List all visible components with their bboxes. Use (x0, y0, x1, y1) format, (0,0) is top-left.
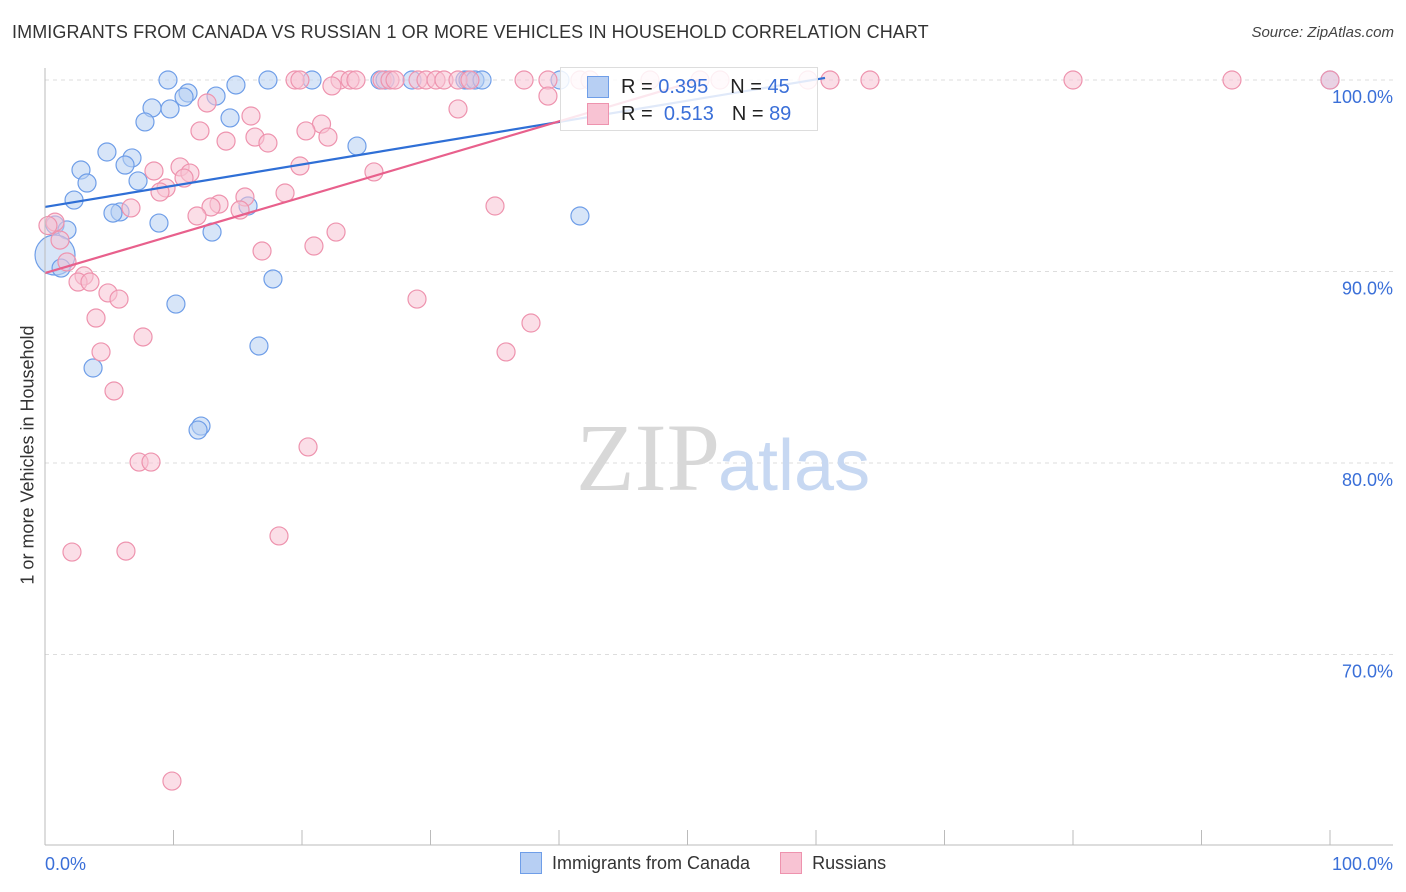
russians-point (485, 196, 505, 216)
canada-point (135, 112, 155, 132)
russians-point (322, 76, 342, 96)
russians-point (187, 206, 207, 226)
russians-legend-label: Russians (812, 852, 887, 873)
russians-point (57, 252, 77, 272)
russians-point (820, 70, 840, 90)
russians-point (269, 526, 289, 546)
canada-swatch (587, 76, 609, 98)
canada-point (103, 203, 123, 223)
russians-point (50, 230, 70, 250)
canada-point (188, 420, 208, 440)
russians-point (460, 70, 480, 90)
russians-point (133, 327, 153, 347)
r-value: 0.513 (663, 102, 714, 125)
russians-point (538, 86, 558, 106)
russians-point (190, 121, 210, 141)
canada-point (258, 70, 278, 90)
canada-point (166, 294, 186, 314)
russians-point (258, 133, 278, 153)
n-value: 45 (767, 75, 790, 98)
canada-point (174, 87, 194, 107)
y-tick-label: 100.0% (1332, 87, 1393, 107)
russians-point (304, 236, 324, 256)
russians-point (448, 99, 468, 119)
correlation-legend: R = 0.395 N = 45 R = 0.513 N = 89 (560, 67, 818, 131)
russians-legend-swatch (780, 852, 803, 874)
russians-point (538, 70, 558, 90)
canada-point (226, 75, 246, 95)
legend-row-canada: R = 0.395 N = 45 (587, 74, 790, 100)
russians-point (141, 452, 161, 472)
watermark-zip: ZIP (576, 404, 720, 511)
russians-point (38, 215, 58, 236)
russians-point (252, 241, 272, 261)
russians-point (318, 127, 338, 147)
russians-point (860, 70, 880, 90)
russians-swatch (587, 103, 609, 125)
russians-point (109, 289, 129, 309)
y-tick-label: 80.0% (1342, 470, 1393, 490)
russians-point (521, 313, 541, 333)
russians-point (1063, 70, 1083, 90)
canada-point (249, 336, 269, 356)
russians-point (216, 131, 236, 151)
n-label: N = (731, 102, 764, 125)
canada-point (160, 99, 180, 119)
y-tick-label: 90.0% (1342, 279, 1393, 299)
russians-point (86, 308, 106, 328)
canada-point (158, 70, 178, 90)
russians-point (91, 342, 111, 362)
russians-point (290, 70, 310, 90)
russians-point (496, 342, 516, 362)
watermark-atlas: atlas (718, 426, 870, 506)
russians-point (326, 222, 346, 242)
series-legend: Immigrants from Canada Russians (520, 852, 886, 874)
russians-point (407, 289, 427, 309)
russians-point (162, 771, 182, 791)
canada-point (263, 269, 283, 289)
russians-point (80, 272, 100, 292)
russians-point (385, 70, 405, 90)
y-tick-label: 70.0% (1342, 662, 1393, 682)
canada-point (570, 206, 590, 226)
russians-point (514, 70, 534, 90)
r-label: R = (621, 75, 653, 98)
russians-point (150, 182, 170, 202)
canada-point (83, 358, 103, 378)
russians-point (121, 198, 141, 218)
russians-point (298, 437, 318, 457)
r-label: R = (621, 102, 653, 125)
russians-point (62, 542, 82, 562)
legend-row-russians: R = 0.513 N = 89 (587, 101, 791, 127)
russians-point (144, 161, 164, 181)
russians-point (296, 121, 316, 141)
canada-point (128, 171, 148, 191)
canada-legend-label: Immigrants from Canada (552, 852, 751, 873)
canada-point (347, 136, 367, 156)
russians-point (1320, 70, 1340, 90)
source-label: Source: ZipAtlas.com (1251, 24, 1394, 41)
russians-point (104, 381, 124, 401)
n-value: 89 (769, 102, 792, 125)
russians-point (241, 106, 261, 126)
n-label: N = (730, 75, 762, 98)
x-tick-label-max: 100.0% (1332, 854, 1393, 874)
russians-point (201, 197, 221, 217)
russians-point (116, 541, 136, 561)
canada-point (77, 173, 97, 193)
canada-legend-swatch (520, 852, 542, 874)
canada-point (115, 155, 135, 175)
canada-point (149, 213, 169, 233)
russians-point (197, 93, 217, 113)
r-value: 0.395 (658, 75, 709, 98)
russians-point (346, 70, 366, 90)
russians-point (1222, 70, 1242, 90)
x-tick-label-min: 0.0% (45, 854, 86, 874)
canada-point (220, 108, 240, 128)
canada-point (97, 142, 117, 162)
chart-title: IMMIGRANTS FROM CANADA VS RUSSIAN 1 OR M… (12, 22, 929, 42)
